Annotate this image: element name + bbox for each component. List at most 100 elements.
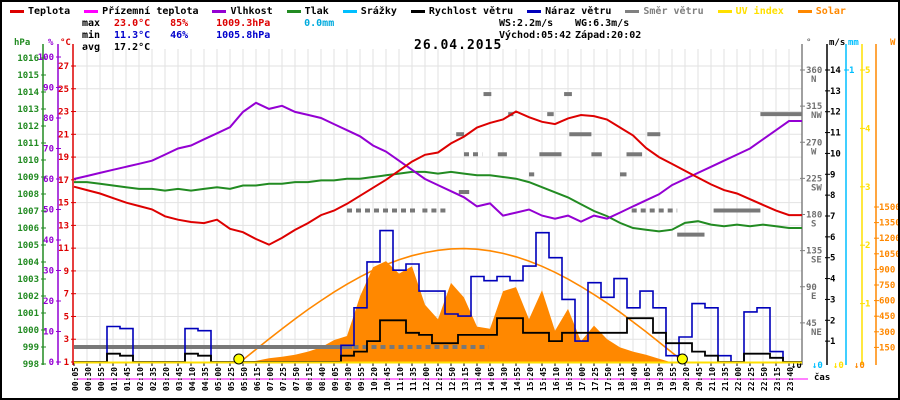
axis-tick-label: 13:40	[474, 367, 483, 391]
axis-tick-label: 08:40	[318, 367, 327, 391]
axis-tick-label: 4	[830, 275, 836, 285]
axis-tick-label: 80	[43, 114, 54, 124]
axis-tick-label: 12:50	[448, 367, 457, 391]
legend-swatch	[84, 10, 99, 13]
axis-tick-label: 300	[879, 328, 895, 338]
axis-tick-label: 1011	[17, 139, 39, 149]
avg-temp: 17.2°C	[114, 42, 151, 53]
wind-gust-line	[74, 229, 802, 363]
axis-tick-label: 1004	[17, 258, 39, 268]
axis-tick-label: 05:50	[240, 367, 249, 391]
stats-min-row: min 11.3°C 46% 1005.8hPa	[82, 30, 270, 41]
axis-tick-label: 2	[865, 241, 870, 251]
axis-tick-label: 19	[58, 153, 69, 163]
axis-tick-label: 1	[865, 300, 870, 310]
axis-tick-label: 02:35	[149, 367, 158, 391]
wind-gust-stat: WG:6.3m/s	[575, 18, 630, 29]
chart-title: 26.04.2015	[414, 38, 503, 53]
legend-item-0: Teplota	[10, 6, 70, 17]
axis-tick-label: 23	[58, 108, 69, 118]
axis-tick-label: NE	[811, 328, 822, 338]
axis-tick-label: 1012	[17, 122, 39, 132]
axis-tick-label: 23:15	[773, 367, 782, 391]
axis-tick-label: 4	[865, 124, 871, 134]
legend-item-5: Rychlost větru	[410, 6, 514, 17]
axis-tick-label: 600	[879, 297, 895, 307]
axis-tick-label: 15	[58, 199, 69, 209]
axis-tick-label: čas	[814, 372, 830, 383]
temperature-line	[73, 110, 802, 246]
legend-item-4: Srážky	[342, 6, 397, 17]
axis-tick-label: 03:45	[175, 367, 184, 391]
rain-total: 0.0mm	[304, 18, 335, 29]
legend-swatch	[717, 10, 732, 13]
min-hum: 46%	[170, 30, 189, 41]
axis-tick-label: 1005	[17, 241, 39, 251]
axis-tick-label: ↓0	[812, 361, 823, 371]
axis-tick-label: W	[811, 147, 817, 157]
pressure-line	[74, 170, 802, 233]
axis-tick-label: 12:25	[435, 367, 444, 391]
axis-tick-label: 1013	[17, 105, 39, 115]
axis-tick-label: 08:15	[305, 367, 314, 391]
axis-tick-label: 09:55	[357, 367, 366, 391]
axis-tick-label: °C	[60, 38, 71, 48]
axis-tick-label: 5	[64, 312, 69, 322]
legend-item-7: Směr větru	[625, 6, 704, 17]
legend-swatch	[342, 10, 357, 13]
axis-tick-label: 17:50	[604, 367, 613, 391]
sunrise-time: Východ:05:42	[499, 30, 572, 41]
legend-swatch	[212, 10, 227, 13]
axis-tick-label: NW	[811, 111, 822, 121]
axis-tick-label: 9	[830, 170, 835, 180]
axis-tick-label: 09:30	[344, 367, 353, 391]
max-pres: 1009.3hPa	[216, 18, 271, 29]
axis-tick-label: 7	[830, 212, 835, 222]
axis-tick-label: 1006	[17, 224, 39, 234]
legend: Teplota Přízemní teplota Vlhkost Tlak Srážky…	[10, 6, 846, 17]
legend-item-9: Solar	[797, 6, 846, 17]
axis-tick-label: 15:20	[526, 367, 535, 391]
axis-tick-label: 1	[849, 66, 854, 76]
axis-tick-label: 3	[865, 183, 870, 193]
axis-tick-label: 40	[43, 236, 54, 246]
axis-tick-label: 13:15	[461, 367, 470, 391]
legend-label: Tlak	[304, 6, 329, 17]
axis-tick-label: 13	[58, 221, 69, 231]
axis-tick-label: 17:00	[578, 367, 587, 391]
axis-tick-label: 1008	[17, 190, 39, 200]
axis-tick-label: 2	[830, 316, 835, 326]
axis-tick-label: 20	[43, 297, 54, 307]
axis-tick-label: 13	[830, 87, 841, 97]
axis-tick-label: 1009	[17, 173, 39, 183]
axis-tick-label: 17:25	[591, 367, 600, 391]
axis-tick-label: 21:35	[721, 367, 730, 391]
axis-tick-label: 02:10	[136, 367, 145, 391]
stats-max-row: max 23.0°C 85% 1009.3hPa 0.0mm	[82, 18, 334, 29]
axis-tick-label: m/s	[829, 38, 845, 48]
legend-item-2: Vlhkost	[212, 6, 273, 17]
axis-tick-label: 05:00	[214, 367, 223, 391]
axis-tick-label: 22:00	[734, 367, 743, 391]
axis-tick-label: 5	[865, 66, 870, 76]
axis-tick-label: 450	[879, 312, 895, 322]
axis-tick-label: 30	[43, 267, 54, 277]
axis-tick-label: S	[811, 220, 816, 230]
legend-item-8: UV index	[717, 6, 784, 17]
stats-avg-row: avg 17.2°C	[82, 42, 150, 53]
axis-tick-label: E	[811, 292, 816, 302]
axis-tick-label: 00:30	[84, 367, 93, 391]
axis-tick-label: 16:35	[565, 367, 574, 391]
axis-tick-label: 1002	[17, 292, 39, 302]
axis-tick-label: 10:20	[370, 367, 379, 391]
axis-tick-label: 1015	[17, 71, 39, 81]
min-pres: 1005.8hPa	[216, 30, 271, 41]
legend-label: Rychlost větru	[428, 6, 514, 17]
axis-tick-label: SW	[811, 183, 822, 193]
min-label: min	[82, 30, 101, 41]
legend-swatch	[625, 10, 640, 13]
axis-tick-label: W	[890, 38, 896, 48]
stats-sun-row: Východ:05:42 Západ:20:02	[499, 30, 641, 41]
axis-tick-label: 1	[830, 337, 835, 347]
axis-tick-label: 11:10	[396, 367, 405, 391]
